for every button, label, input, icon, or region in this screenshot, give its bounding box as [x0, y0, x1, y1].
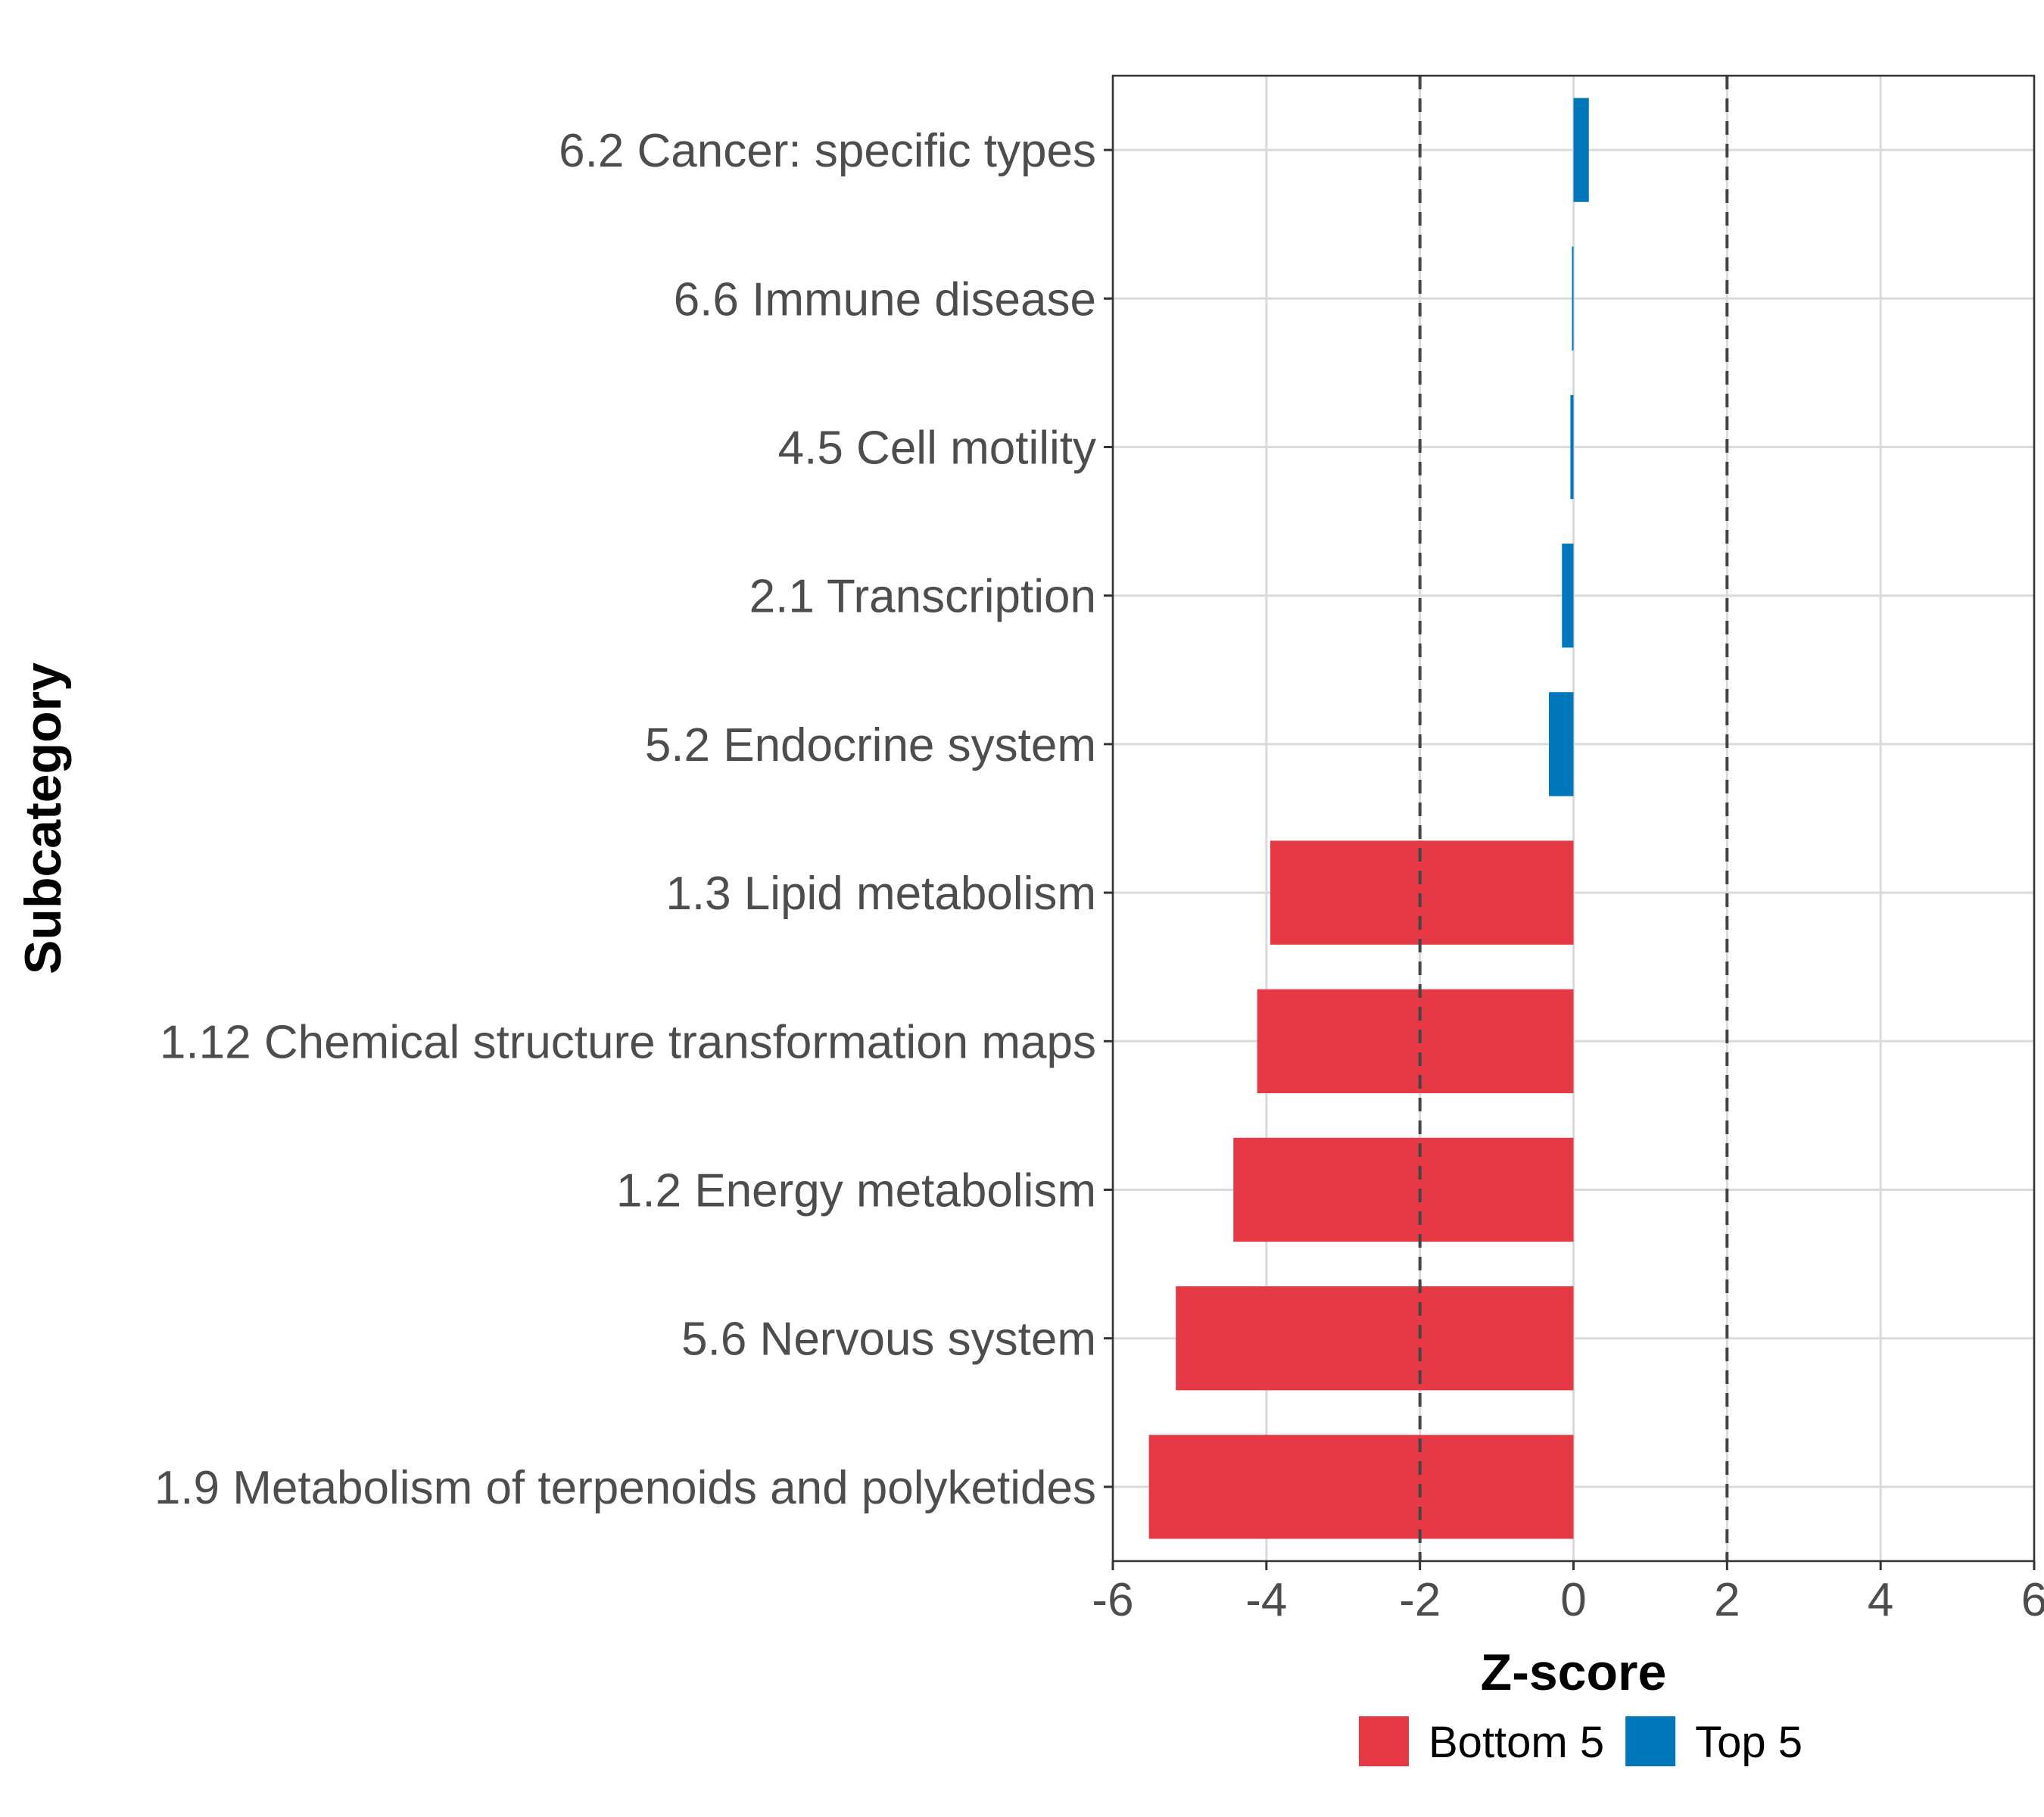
legend-swatch — [1359, 1716, 1409, 1766]
legend: Bottom 5 Top 5 — [1359, 1716, 1803, 1767]
bar-top5 — [1572, 246, 1574, 351]
bar-bottom5 — [1176, 1286, 1574, 1391]
bar-bottom5 — [1233, 1137, 1574, 1242]
bar-bottom5 — [1270, 840, 1574, 945]
y-tick-label: 2.1 Transcription — [749, 571, 1096, 623]
x-axis-title: Z-score — [1481, 1644, 1667, 1701]
y-tick-label: 6.2 Cancer: specific types — [559, 125, 1096, 177]
y-axis-title: Subcategory — [14, 662, 72, 974]
y-tick-label: 1.12 Chemical structure transformation m… — [160, 1016, 1096, 1068]
y-tick-label: 1.2 Energy metabolism — [616, 1165, 1096, 1217]
bar-top5 — [1570, 394, 1574, 500]
y-tick-label: 6.6 Immune disease — [674, 273, 1096, 326]
bar-bottom5 — [1257, 989, 1574, 1093]
y-tick-label: 1.9 Metabolism of terpenoids and polyket… — [154, 1462, 1096, 1514]
y-axis: 6.2 Cancer: specific types 6.6 Immune dis… — [154, 125, 1113, 1514]
bar-top5 — [1562, 544, 1574, 648]
x-axis: -6 -4 -2 0 2 4 6 — [1092, 1561, 2044, 1626]
y-tick-label: 5.6 Nervous system — [681, 1314, 1096, 1366]
bar-top5 — [1549, 692, 1574, 796]
y-tick-label: 4.5 Cell motility — [778, 422, 1096, 475]
x-tick-label: 2 — [1714, 1574, 1740, 1626]
bar-top5 — [1573, 98, 1589, 202]
bars — [1148, 98, 1589, 1539]
x-tick-label: -2 — [1399, 1574, 1441, 1626]
legend-label: Bottom 5 — [1429, 1718, 1604, 1767]
x-tick-label: -6 — [1092, 1574, 1133, 1626]
x-tick-label: 0 — [1560, 1574, 1586, 1626]
y-tick-label: 5.2 Endocrine system — [645, 719, 1096, 771]
x-tick-label: 4 — [1868, 1574, 1893, 1626]
y-tick-label: 1.3 Lipid metabolism — [665, 868, 1096, 920]
x-tick-label: -4 — [1245, 1574, 1287, 1626]
legend-swatch — [1625, 1716, 1676, 1766]
x-tick-label: 6 — [2021, 1574, 2044, 1626]
legend-label: Top 5 — [1695, 1718, 1803, 1767]
bar-bottom5 — [1148, 1435, 1574, 1539]
